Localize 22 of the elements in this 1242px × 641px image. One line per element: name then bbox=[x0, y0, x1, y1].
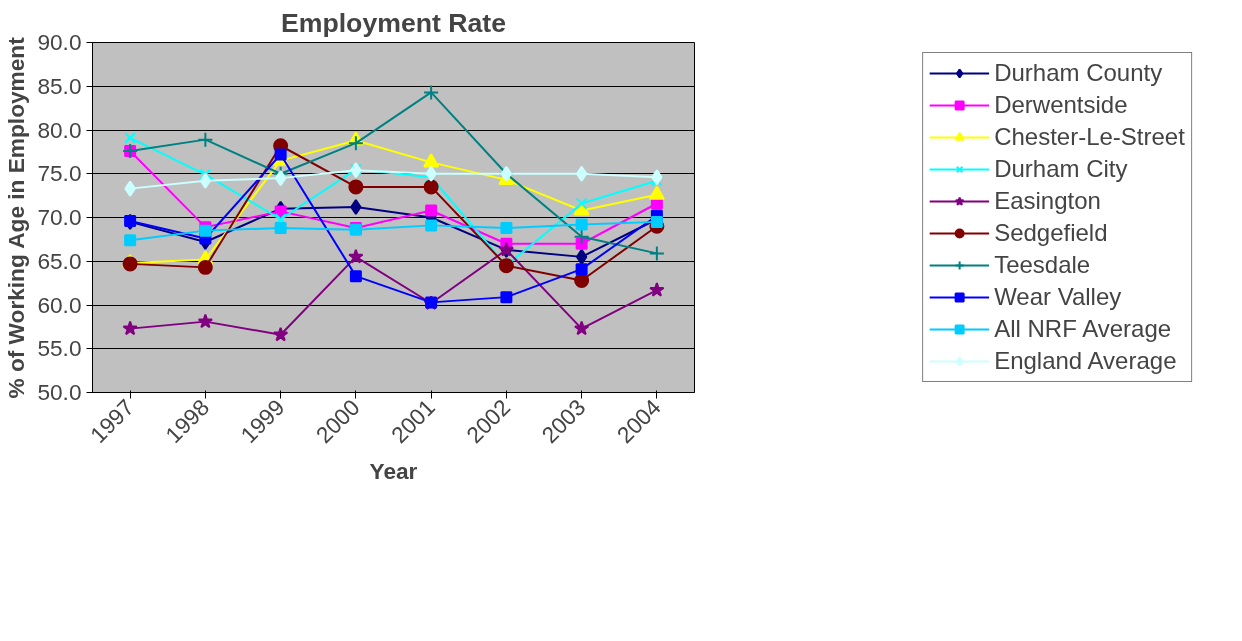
x-axis-title: Year bbox=[369, 457, 418, 484]
y-tick-label: 80.0 bbox=[37, 116, 82, 143]
legend-label: All NRF Average bbox=[994, 315, 1172, 343]
y-tick-label: 60.0 bbox=[37, 291, 82, 318]
y-tick-label: 70.0 bbox=[37, 204, 82, 230]
legend-label: Easington bbox=[994, 187, 1101, 215]
y-tick-label: 75.0 bbox=[37, 160, 82, 187]
y-tick-label: 85.0 bbox=[37, 72, 82, 99]
legend-label: Sedgefield bbox=[994, 219, 1108, 247]
legend-label: Teesdale bbox=[994, 251, 1091, 279]
y-tick-label: 55.0 bbox=[37, 335, 82, 362]
legend-label: Durham City bbox=[994, 155, 1128, 183]
legend-label: Wear Valley bbox=[994, 283, 1122, 311]
legend-label: Durham County bbox=[994, 59, 1163, 87]
legend-label: England Average bbox=[994, 347, 1177, 375]
y-tick-label: 90.0 bbox=[37, 29, 82, 55]
legend-label: Derwentside bbox=[994, 91, 1128, 119]
y-tick-label: 65.0 bbox=[37, 247, 82, 274]
chart-title: Employment Rate bbox=[280, 7, 507, 38]
y-axis-title: % of Working Age in Employment bbox=[3, 36, 30, 399]
y-tick-label: 50.0 bbox=[37, 379, 82, 405]
legend-label: Chester-Le-Street bbox=[994, 123, 1185, 151]
